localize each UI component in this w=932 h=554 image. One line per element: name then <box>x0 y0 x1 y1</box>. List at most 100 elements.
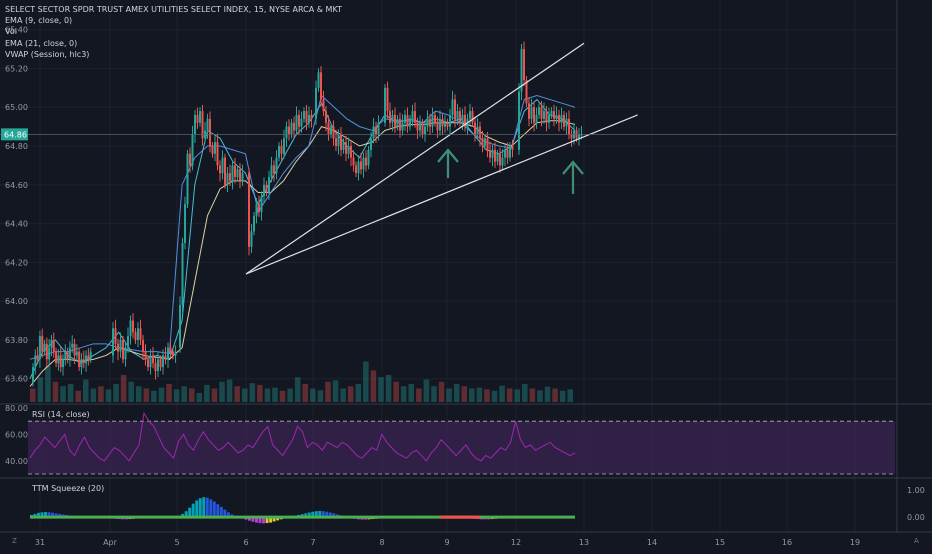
last-price-badge <box>1 128 28 141</box>
candle-body <box>226 173 229 185</box>
candle-body <box>424 126 426 135</box>
squeeze-bar <box>40 512 44 518</box>
candle-body <box>337 134 340 146</box>
legend-vol[interactable]: Vol <box>5 27 17 37</box>
candle-body <box>580 134 583 136</box>
candle-body <box>456 111 459 119</box>
candle-body <box>298 114 300 127</box>
candle-body <box>439 118 441 131</box>
y-tick-label: 65.40 <box>5 26 28 35</box>
candle-body <box>265 184 268 193</box>
candle-body <box>501 157 504 166</box>
candle-body <box>62 359 64 368</box>
candle-body <box>538 107 540 115</box>
squeeze-bar <box>304 513 308 518</box>
candle-body <box>528 103 530 119</box>
candle-body <box>295 114 298 131</box>
legend-ema9[interactable]: EMA (9, close, 0) <box>5 16 73 26</box>
volume-bar <box>544 386 551 402</box>
y-tick-label: 64.80 <box>5 142 28 151</box>
legend-ema21[interactable]: EMA (21, close, 0) <box>5 38 78 48</box>
candle-body <box>174 351 177 356</box>
volume-bar <box>559 390 566 402</box>
volume-bar <box>173 389 180 402</box>
squeeze-bar <box>219 506 223 518</box>
candle-body <box>64 351 67 360</box>
candle-body <box>471 111 474 123</box>
candle-body <box>357 161 360 174</box>
trendline <box>245 42 585 275</box>
candles <box>32 41 583 387</box>
x-tick-label: 15 <box>715 538 725 547</box>
volume-bar <box>438 381 445 402</box>
squeeze-bar <box>37 512 40 518</box>
legend-title[interactable]: SELECT SECTOR SPDR TRUST AMEX UTILITIES … <box>5 5 342 14</box>
x-tick-label: Apr <box>103 538 118 547</box>
squeeze-bar <box>216 504 220 518</box>
corner-right-label[interactable]: A <box>914 537 919 545</box>
candle-body <box>322 99 325 112</box>
x-tick-label: 31 <box>35 538 45 547</box>
candle-body <box>34 355 37 368</box>
candle-body <box>391 114 394 123</box>
corner-left-label[interactable]: Z <box>12 537 17 545</box>
last-price-label: 64.86 <box>4 130 27 139</box>
candle-body <box>219 165 221 174</box>
candle-body <box>563 114 565 127</box>
volume-bar <box>363 361 369 402</box>
indicator-line <box>29 94 576 360</box>
candle-body <box>451 99 454 115</box>
indicator-line <box>29 98 576 379</box>
volume-bar <box>317 390 324 402</box>
y-tick-label: 64.20 <box>5 258 28 267</box>
volume-bar <box>294 377 301 402</box>
candle-body <box>409 118 411 127</box>
candle-body <box>396 118 399 127</box>
rsi-label[interactable]: RSI (14, close) <box>32 410 90 419</box>
candle-body <box>535 114 538 123</box>
candle-body <box>332 126 335 139</box>
candle-body <box>421 122 424 135</box>
volume-bar <box>491 390 498 402</box>
x-tick-label: 6 <box>243 538 248 547</box>
candle-body <box>479 126 481 139</box>
squeeze-bar <box>248 517 251 521</box>
volume-bar <box>567 389 573 402</box>
y-tick-label: 64.00 <box>5 297 28 306</box>
y-tick-label: 63.80 <box>5 336 28 345</box>
volume-bar <box>279 390 286 402</box>
volume-bar <box>446 388 452 402</box>
x-tick-label: 8 <box>379 538 384 547</box>
candle-body <box>317 72 320 88</box>
candle-body <box>278 146 280 158</box>
candle-body <box>229 173 231 181</box>
squeeze-bar <box>325 511 329 518</box>
candle-body <box>280 146 283 154</box>
candle-body <box>32 367 34 383</box>
volume-bar <box>370 370 377 402</box>
volume-bar <box>105 389 112 402</box>
volume-bar <box>264 388 271 402</box>
candle-body <box>152 355 154 364</box>
candle-body <box>164 355 167 360</box>
candle-body <box>181 242 184 306</box>
legend-vwap[interactable]: VWAP (Session, hlc3) <box>5 49 90 59</box>
candle-body <box>327 122 330 135</box>
candle-body <box>310 114 313 119</box>
volume-bar <box>431 386 437 402</box>
candle-body <box>486 138 489 150</box>
candle-body <box>263 184 265 197</box>
candle-body <box>416 122 419 131</box>
squeeze-bar <box>307 512 311 518</box>
volume-bar <box>158 387 165 402</box>
candle-body <box>429 118 431 127</box>
candle-body <box>66 351 69 360</box>
volume-bar <box>82 379 89 402</box>
squeeze-label[interactable]: TTM Squeeze (20) <box>32 484 105 493</box>
candle-body <box>89 351 92 360</box>
squeeze-bar <box>276 517 280 521</box>
candle-body <box>134 332 137 340</box>
candle-body <box>273 165 275 174</box>
